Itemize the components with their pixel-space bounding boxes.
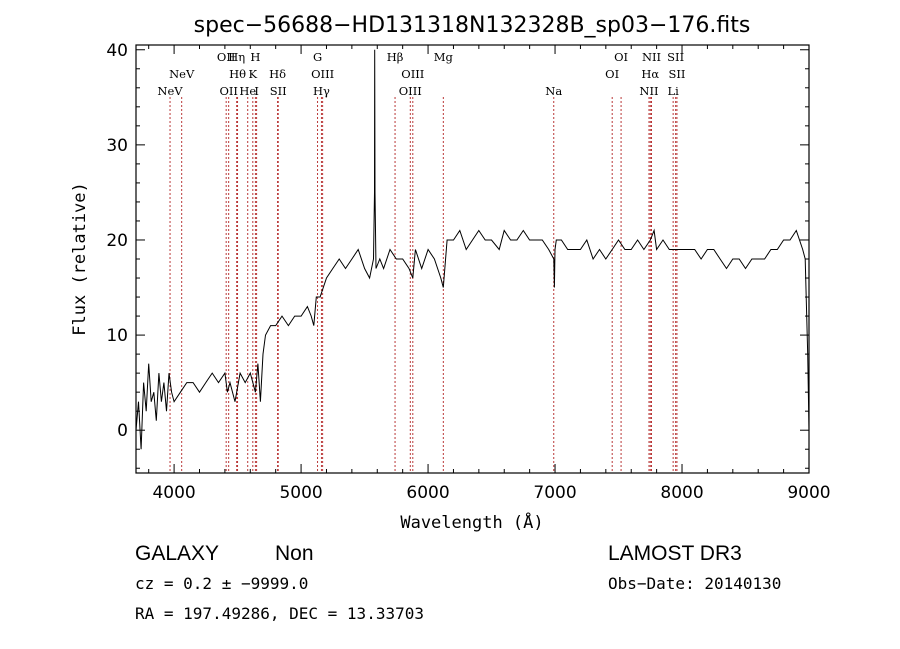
object-subclass: Non [275,542,314,565]
line-marker-label: G [313,50,322,64]
line-marker-label: NII [642,50,661,64]
y-axis-label: Flux (relative) [70,182,90,336]
y-tick-label: 0 [117,421,128,441]
line-marker-label: Hδ [269,67,286,81]
line-marker-label: OII [219,84,238,98]
line-marker-label: OIII [401,67,424,81]
line-marker-label: Li [667,84,679,98]
x-tick-label: 7000 [533,483,576,503]
line-markers [169,97,678,473]
line-marker-label: OII [217,50,236,64]
line-marker-label: Hη [228,50,245,64]
line-marker-label: Hβ [387,50,404,64]
x-tick-label: 5000 [279,483,322,503]
line-marker-label: SII [668,67,685,81]
line-marker-label: K [249,67,258,81]
line-marker-label: Hγ [313,84,330,98]
y-tick-label: 30 [106,136,128,156]
line-marker-label: OI [614,50,628,64]
line-marker-label: OIII [399,84,422,98]
line-marker-label: NeV [169,67,195,81]
line-marker-label: SII [667,50,684,64]
x-tick-label: 6000 [406,483,449,503]
y-tick-label: 20 [106,231,128,251]
observation-date: Obs−Date: 20140130 [608,574,781,593]
line-marker-label: He [239,84,256,98]
redshift-value: cz = 0.2 ± −9999.0 [135,574,308,593]
line-marker-label: H [250,50,260,64]
y-axis-ticks: 0 10 20 30 40 [106,41,809,469]
line-marker-label: OIII [311,67,334,81]
chart-title: spec−56688−HD131318N132328B_sp03−176.fit… [194,13,751,38]
x-tick-label: 9000 [787,483,830,503]
line-marker-labels: NeVNeVOIIOIIHηHθHeHKIHδSIIGOIIIHγHβOIIIO… [157,50,685,98]
y-tick-label: 10 [106,326,128,346]
line-marker-label: SII [270,84,287,98]
line-marker-label: Hα [641,67,659,81]
line-marker-label: Hθ [229,67,246,81]
spectrum-line [135,49,810,450]
x-axis-ticks: 4000 5000 6000 7000 8000 9000 [148,45,831,503]
x-axis-label: Wavelength (Å) [400,511,543,533]
object-class: GALAXY [135,542,219,565]
line-marker-label: Mg [434,50,454,64]
x-tick-label: 4000 [152,483,195,503]
y-tick-label: 40 [106,41,128,61]
coordinates: RA = 197.49286, DEC = 13.33703 [135,604,424,623]
line-marker-label: OI [605,67,619,81]
line-marker-label: NII [639,84,658,98]
line-marker-label: NeV [157,84,183,98]
x-tick-label: 8000 [660,483,703,503]
line-marker-label: Na [545,84,562,98]
line-marker-label: I [254,84,259,98]
survey-name: LAMOST DR3 [608,542,742,565]
